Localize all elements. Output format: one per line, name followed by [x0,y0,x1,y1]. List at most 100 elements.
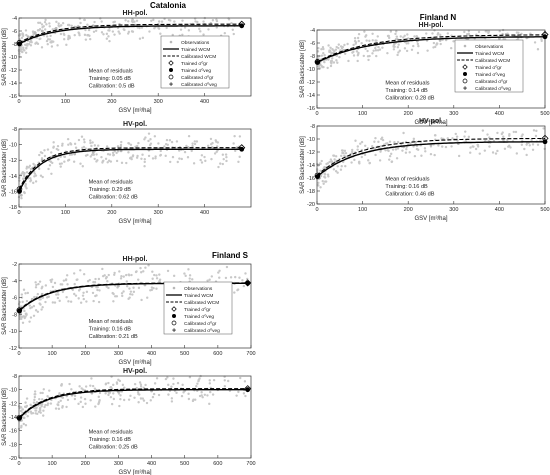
observation-point [234,149,237,153]
observation-point [127,297,130,301]
observation-point [18,55,21,58]
observation-point [40,403,44,406]
x-tick-label: 400 [147,461,156,467]
observation-point [224,153,228,156]
observation-point [120,275,123,278]
observation-point [450,145,453,148]
observation-point [139,383,143,386]
y-tick-label: -18 [9,442,17,448]
observation-point [30,306,34,309]
observation-point [452,40,455,43]
observation-point [46,42,49,46]
y-tick-label: -12 [9,401,17,407]
observation-point [396,37,399,41]
observation-point [125,280,128,283]
x-tick-label: 700 [246,351,255,357]
observation-point [172,382,175,386]
x-tick-label: 400 [495,111,504,117]
observation-point [167,18,171,22]
observation-point [66,283,69,286]
observation-point [237,160,240,164]
observation-point [407,37,410,40]
observation-point [239,376,242,380]
observation-point [27,166,30,169]
panel-title: HV-pol. [123,368,147,375]
observation-point [33,398,36,402]
observation-point [332,49,335,52]
observation-point [65,295,68,299]
observation-point [471,145,474,148]
observation-point [107,35,110,38]
observation-point [19,46,22,49]
observation-point [124,19,127,22]
observation-point [433,153,436,157]
x-tick-label: 100 [358,111,367,117]
observation-point [36,292,40,296]
observation-point [206,394,209,397]
observation-point [225,159,228,163]
observation-point [371,39,374,42]
observation-point [360,155,363,159]
chart-panel: 0 100 200 300 400 500 600 700 -2 -4 -6 -8 -10 -12 HH-p… [2,256,256,366]
observation-point [232,32,235,36]
observation-point [98,391,102,395]
residuals-heading: Mean of residuals [89,429,133,435]
observation-point [401,149,404,152]
observation-point [21,315,24,318]
observation-point [213,152,217,155]
observation-point [48,22,51,25]
observation-point [113,271,116,275]
observation-point [38,397,41,401]
observation-point [106,280,109,283]
observation-point [477,30,481,34]
x-axis-label: GSV [m³/ha] [414,120,447,126]
observation-point [532,129,536,132]
observation-point [338,55,341,59]
observation-point [408,151,411,154]
x-tick-label: 500 [540,207,549,213]
observation-point [104,157,108,161]
observation-point [202,33,205,36]
observation-point [327,175,330,178]
observation-point [344,52,347,55]
observation-point [83,18,86,22]
observation-point [59,165,62,168]
residuals-training: Training: 0.16 dB [385,184,428,190]
observation-point [224,276,228,280]
observation-point [77,31,80,34]
observation-point [325,162,328,166]
observation-point [115,381,119,384]
observation-point [97,300,101,304]
y-tick-label: -10 [307,137,315,143]
observation-point [48,164,52,167]
observation-point [135,386,138,390]
observation-point [534,134,538,138]
observation-point [520,143,524,147]
legend-label: Trained σ⁰veg [181,68,211,74]
y-tick-label: -14 [307,163,315,169]
observation-point [72,160,76,163]
y-tick-label: -14 [9,81,17,87]
observation-point [61,21,65,25]
observation-point [72,272,76,275]
observation-point [320,54,324,57]
observation-point [67,37,71,40]
observation-point [372,49,375,52]
observation-point [437,32,440,35]
observation-point [33,172,37,175]
observation-point [107,159,111,162]
observation-point [55,293,58,296]
observation-point [88,278,91,282]
observation-point [170,397,174,400]
observation-point [123,28,126,32]
observation-point [238,276,241,279]
observation-point [116,150,120,153]
y-tick-label: -8 [12,127,17,133]
observation-point [25,299,29,303]
observation-point [339,45,343,48]
observation-point [225,265,229,269]
observation-point [159,32,162,35]
observation-point [197,378,200,382]
observation-point [196,20,199,24]
observation-point [112,392,115,395]
